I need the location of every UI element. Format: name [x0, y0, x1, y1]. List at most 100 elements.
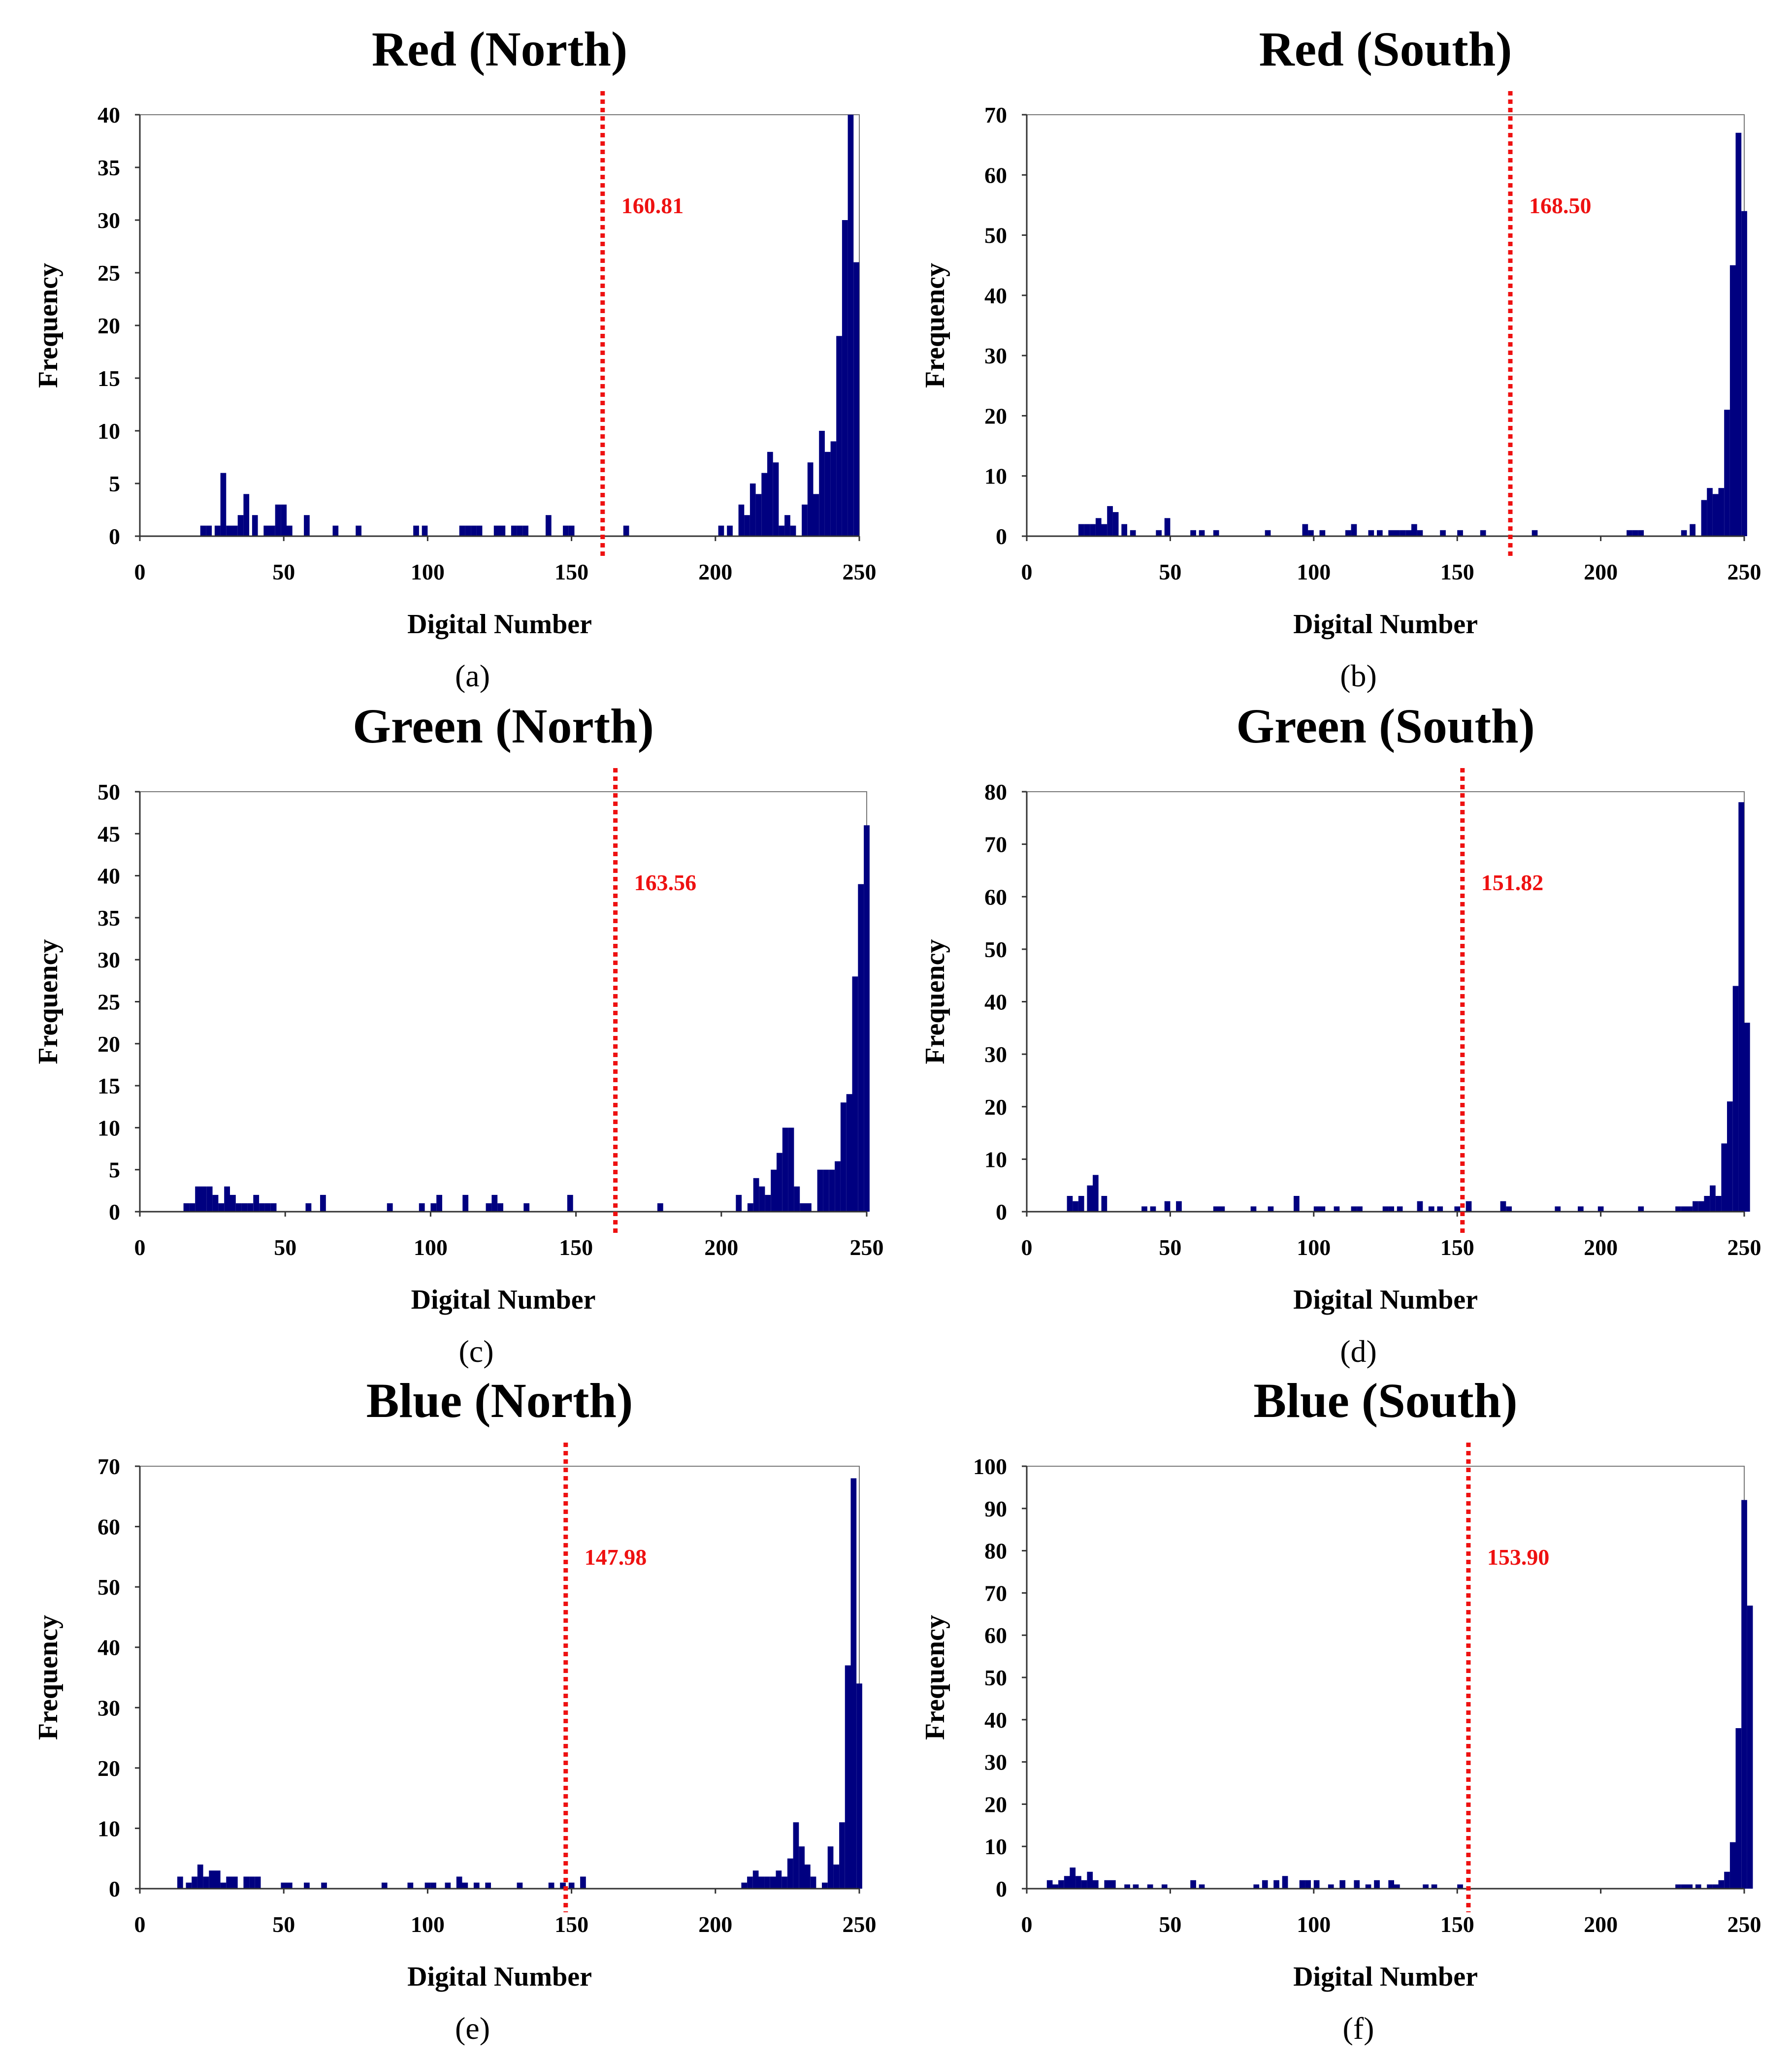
histogram-bar: [247, 1203, 254, 1212]
histogram-bar: [761, 473, 767, 536]
histogram-bar: [1093, 1175, 1099, 1212]
histogram-bar: [1052, 1884, 1059, 1889]
histogram-bar: [1141, 1206, 1147, 1212]
histogram-bar: [727, 525, 733, 536]
histogram-bar: [1397, 1206, 1403, 1212]
histogram-bar: [1374, 1880, 1380, 1889]
y-tick-label: 40: [984, 283, 1007, 308]
histogram-bar: [445, 1882, 451, 1889]
histogram-bar: [747, 1876, 753, 1889]
histogram-bar: [1046, 1880, 1053, 1889]
histogram-bar: [1299, 1880, 1305, 1889]
histogram-bar: [1253, 1884, 1260, 1889]
histogram-bar: [1480, 530, 1486, 536]
histogram-bar: [1707, 1884, 1713, 1889]
histogram-bar: [523, 1203, 530, 1212]
histogram-bar: [1328, 1884, 1334, 1889]
histogram-bar: [485, 1882, 491, 1889]
histogram-bar: [736, 1194, 742, 1212]
threshold-label: 147.98: [585, 1545, 647, 1570]
histogram-bar: [1090, 524, 1096, 536]
histogram-bar: [226, 1876, 232, 1889]
histogram-bar: [1388, 1880, 1394, 1889]
histogram-bar: [623, 525, 629, 536]
histogram-bar: [186, 1882, 192, 1889]
histogram-bar: [1417, 530, 1423, 536]
histogram-bar: [456, 1876, 462, 1889]
histogram-bar: [784, 515, 790, 536]
plot-frame: [139, 114, 860, 537]
histogram-bar: [1638, 1206, 1644, 1212]
x-tick-label: 0: [1021, 1912, 1033, 1937]
y-tick-label: 50: [984, 937, 1007, 962]
histogram-bar: [718, 525, 724, 536]
y-axis-label: Frequency: [920, 263, 950, 388]
y-tick-label: 20: [98, 1756, 120, 1781]
x-tick-label: 150: [554, 1912, 588, 1937]
histogram-bar: [232, 1876, 238, 1889]
histogram-bar: [422, 525, 428, 536]
histogram-bar: [560, 1882, 566, 1889]
x-tick-label: 0: [134, 559, 146, 584]
histogram-bar: [823, 1169, 829, 1212]
histogram-bar: [200, 525, 206, 536]
histogram-bar: [546, 515, 552, 536]
y-tick-label: 20: [984, 403, 1007, 428]
chart-title: Red (North): [372, 22, 627, 76]
histogram-bar: [805, 1865, 811, 1889]
y-tick-label: 50: [984, 1665, 1007, 1690]
histogram-bar: [568, 525, 575, 536]
histogram-bar: [1213, 530, 1219, 536]
histogram-bar: [776, 1870, 782, 1889]
histogram-bar: [1294, 1196, 1300, 1212]
histogram-bar: [1747, 1606, 1753, 1889]
y-tick-label: 60: [98, 1514, 120, 1540]
histogram-bar: [1423, 1884, 1429, 1889]
histogram-bar: [1351, 524, 1357, 536]
histogram-bar: [1738, 802, 1744, 1212]
y-tick-label: 5: [109, 1158, 120, 1183]
histogram-bar: [1093, 1880, 1099, 1889]
histogram-bar: [1721, 1143, 1727, 1212]
histogram-bar: [1265, 530, 1271, 536]
chart-panel-f: 0 10 20 30 40 50 60 70 80 90 100 0 50 100 150 200 250 153…: [920, 1373, 1761, 2046]
histogram-bar: [1431, 1884, 1437, 1889]
histogram-bar: [765, 1194, 771, 1212]
chart-title: Green (North): [353, 699, 654, 753]
histogram-bar: [1400, 530, 1406, 536]
histogram-bar: [1741, 1500, 1747, 1889]
histogram-bar: [486, 1203, 492, 1212]
x-tick-label: 200: [704, 1235, 738, 1260]
histogram-bar: [1313, 1880, 1320, 1889]
histogram-bar: [1199, 1884, 1205, 1889]
histogram-bar: [1681, 1206, 1687, 1212]
histogram-bar: [1365, 1884, 1371, 1889]
histogram-bar: [1095, 518, 1102, 536]
y-tick-label: 30: [984, 1042, 1007, 1067]
histogram-bar: [1440, 530, 1446, 536]
x-axis-label: Digital Number: [1293, 1285, 1478, 1315]
histogram-bar: [214, 1870, 221, 1889]
histogram-bar: [1110, 1880, 1116, 1889]
y-tick-label: 50: [98, 779, 120, 805]
histogram-bar: [220, 473, 227, 536]
histogram-bar: [1727, 1101, 1733, 1212]
histogram-bar: [790, 525, 796, 536]
y-axis-label: Frequency: [33, 263, 64, 388]
histogram-bar: [856, 1683, 862, 1889]
histogram-bar: [430, 1882, 436, 1889]
histogram-bar: [794, 1186, 800, 1212]
histogram-bar: [1107, 506, 1113, 536]
histogram-bar: [1729, 265, 1736, 536]
histogram-bar: [1176, 1201, 1182, 1212]
panel-label: (d): [1340, 1334, 1377, 1369]
histogram-bar: [224, 1186, 230, 1212]
histogram-bar: [1219, 1206, 1225, 1212]
x-tick-label: 0: [134, 1235, 146, 1260]
chart-panel-c: 0 5 10 15 20 25 30 35 40 45 50 0 50 100 150 200 250 163.5…: [33, 699, 884, 1369]
histogram-bar: [1262, 1880, 1268, 1889]
histogram-bar: [1466, 1201, 1472, 1212]
chart-panel-a: 0 5 10 15 20 25 30 35 40 0 50 100 150 200 250 160.81 Red…: [33, 22, 877, 693]
histogram-bar: [1638, 530, 1644, 536]
histogram-bar: [819, 431, 825, 536]
